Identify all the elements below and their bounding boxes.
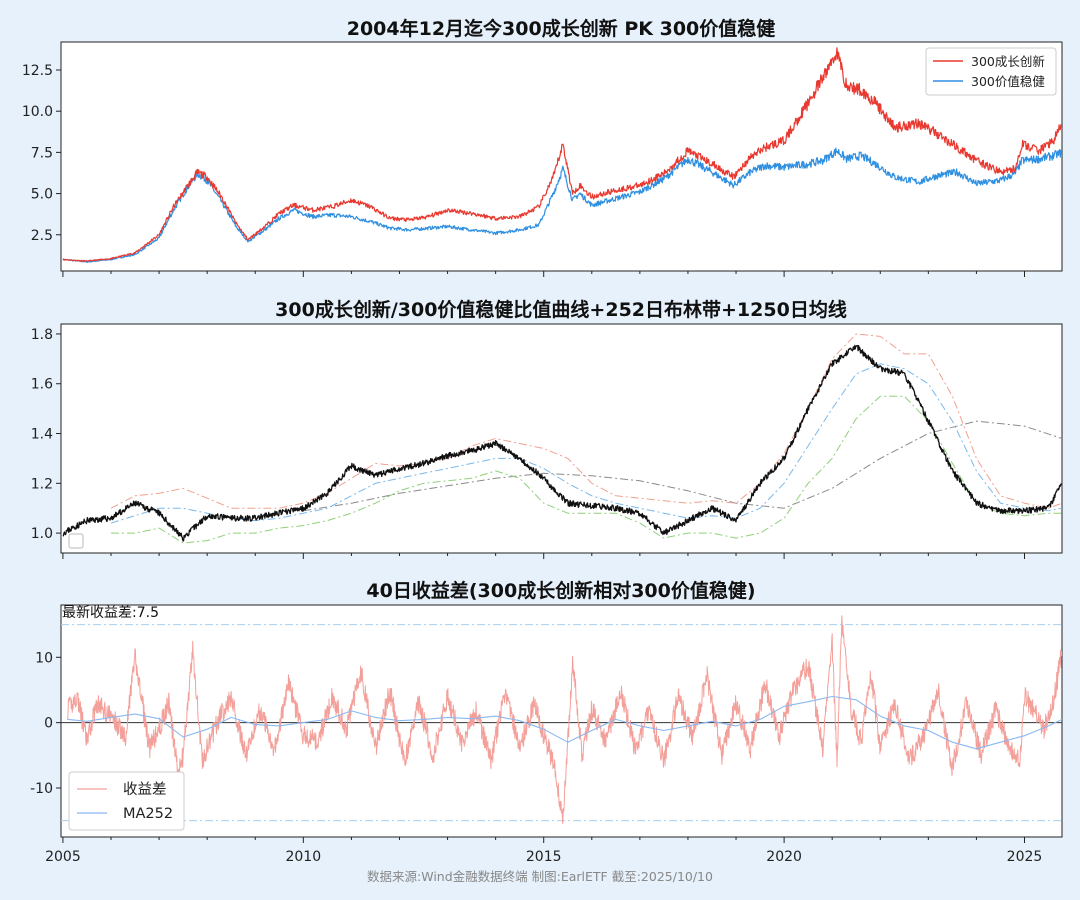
x-tick-label: 2025 [1007, 849, 1043, 865]
x-tick-label: 2015 [526, 849, 562, 865]
bollinger-lower-line [111, 395, 1062, 544]
legend-label-spread: 收益差 [123, 781, 167, 798]
y-tick-label: 1.6 [31, 377, 53, 393]
panel3-plot-area [60, 604, 1063, 838]
panel1-y-axis: 2.5 5.0 7.5 10.0 12.5 [22, 63, 61, 244]
bollinger-mid-line [110, 363, 1062, 524]
x-tick-label: 2010 [285, 849, 321, 865]
panel-return-spread: 40日收益差(300成长创新相对300价值稳健) -10 0 10 2005 2010… [30, 579, 1063, 865]
panel1-series [62, 47, 1062, 263]
legend-label-value: 300价值稳健 [971, 74, 1045, 89]
panel-price-comparison: 2004年12月迄今300成长创新 PK 300价值稳健 2.5 5.0 7.5 10… [22, 17, 1063, 277]
panel2-title: 300成长创新/300价值稳健比值曲线+252日布林带+1250日均线 [275, 298, 847, 321]
panel3-series [61, 615, 1062, 824]
panel1-title: 2004年12月迄今300成长创新 PK 300价值稳健 [347, 17, 776, 40]
panel2-empty-legend [68, 533, 84, 549]
latest-spread-annotation: 最新收益差:7.5 [62, 605, 159, 621]
series-value-line [62, 147, 1062, 263]
footer-source: 数据来源:Wind金融数据终端 制图:EarlETF 截至:2025/10/10 [367, 869, 713, 884]
panel1-legend-box [925, 47, 1057, 96]
panel1-plot-area [60, 41, 1063, 272]
panel-ratio-bollinger: 300成长创新/300价值稳健比值曲线+252日布林带+1250日均线 1.01… [31, 298, 1063, 559]
ratio-line [62, 344, 1062, 542]
panel1-x-axis [62, 271, 1025, 277]
y-tick-label: 1.2 [31, 476, 53, 492]
y-tick-label: 12.5 [22, 63, 53, 79]
y-tick-label: -10 [30, 781, 53, 797]
y-tick-label: 1.0 [31, 526, 53, 542]
panel1-legend: 300成长创新 300价值稳健 [925, 47, 1057, 96]
panel3-legend-box [68, 771, 185, 831]
panel2-series [62, 333, 1062, 544]
panel3-title: 40日收益差(300成长创新相对300价值稳健) [366, 579, 755, 602]
legend-label-ma252: MA252 [123, 806, 173, 822]
panel3-legend: 收益差 MA252 [68, 771, 185, 831]
panel2-x-axis [62, 553, 1025, 559]
legend-label-growth: 300成长创新 [971, 54, 1045, 69]
x-tick-label: 2020 [766, 849, 802, 865]
panel2-y-axis: 1.0 1.2 1.4 1.6 1.8 [31, 327, 61, 542]
series-growth-line [62, 47, 1062, 263]
y-tick-label: 1.4 [31, 427, 53, 443]
x-tick-label: 2005 [45, 849, 81, 865]
ma252-line [67, 695, 1062, 750]
y-tick-label: 1.8 [31, 327, 53, 343]
y-tick-label: 7.5 [31, 145, 53, 161]
panel2-plot-area [60, 323, 1063, 554]
y-tick-label: 5.0 [31, 187, 53, 203]
y-tick-label: 2.5 [31, 228, 53, 244]
spread-line [67, 615, 1062, 824]
ma1250-line [303, 420, 1062, 512]
bollinger-upper-line [110, 333, 1062, 509]
y-tick-label: 0 [44, 716, 53, 732]
panel3-x-axis: 2005 2010 2015 2020 2025 [45, 837, 1042, 865]
y-tick-label: 10 [35, 650, 53, 666]
panel3-y-axis: -10 0 10 [30, 650, 61, 797]
y-tick-label: 10.0 [22, 104, 53, 120]
